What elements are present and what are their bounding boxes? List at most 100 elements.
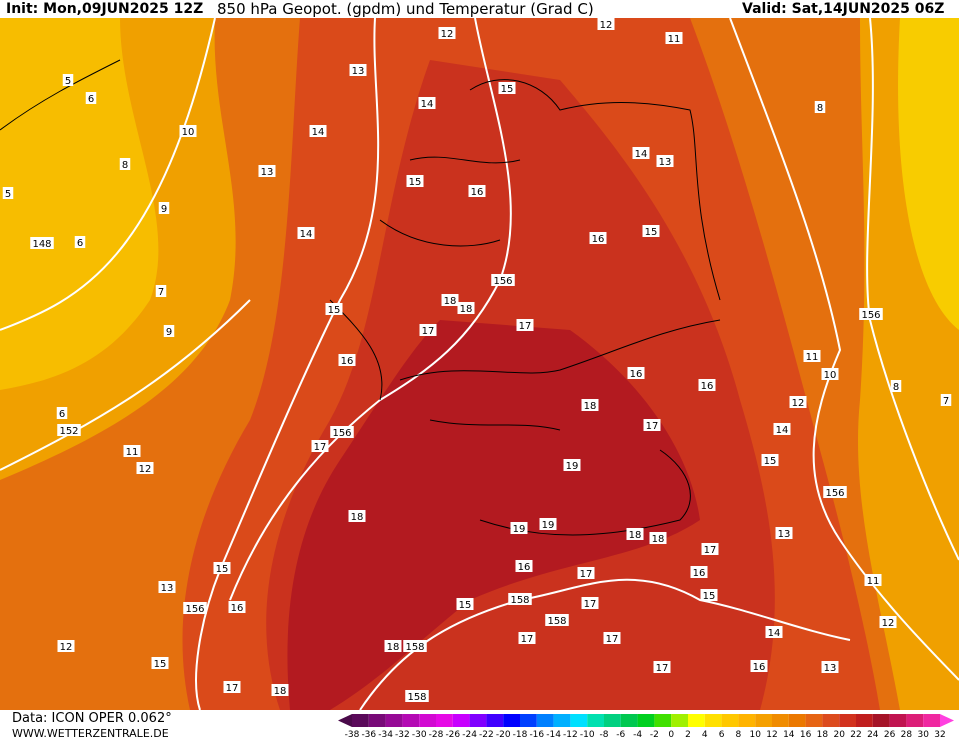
label-box bbox=[814, 101, 826, 113]
color-box bbox=[352, 714, 369, 727]
contour-label: 15 bbox=[409, 177, 422, 188]
legend-tick: 12 bbox=[766, 730, 777, 740]
label-box bbox=[803, 350, 821, 362]
label-box bbox=[438, 27, 456, 39]
contour-label: 15 bbox=[328, 305, 341, 316]
legend-tick: 6 bbox=[719, 730, 725, 740]
legend-tick: 16 bbox=[800, 730, 812, 740]
label-box bbox=[563, 459, 581, 471]
label-box bbox=[468, 185, 486, 197]
label-box bbox=[297, 227, 315, 239]
contour-label: 158 bbox=[405, 642, 424, 653]
contour-label: 152 bbox=[59, 426, 78, 437]
contour-label: 16 bbox=[592, 234, 605, 245]
contour-label: 18 bbox=[351, 512, 364, 523]
contour-label: 6 bbox=[59, 409, 65, 420]
legend-tick: 30 bbox=[917, 730, 929, 740]
label-box bbox=[765, 626, 783, 638]
contour-label: 14 bbox=[635, 149, 648, 160]
contour-label: 17 bbox=[521, 634, 534, 645]
label-box bbox=[2, 187, 14, 199]
color-box bbox=[503, 714, 520, 727]
label-box bbox=[823, 486, 847, 498]
label-box bbox=[577, 567, 595, 579]
contour-label: 16 bbox=[630, 369, 643, 380]
contour-label: 17 bbox=[314, 442, 327, 453]
contour-label: 13 bbox=[778, 529, 791, 540]
contour-label: 18 bbox=[444, 296, 457, 307]
legend-tick: -28 bbox=[429, 730, 444, 740]
over-arrow bbox=[940, 714, 954, 727]
site: WWW.WETTERZENTRALE.DE bbox=[12, 727, 169, 740]
contour-label: 17 bbox=[646, 421, 659, 432]
color-box bbox=[772, 714, 789, 727]
label-box bbox=[348, 510, 366, 522]
contour-label: 11 bbox=[668, 34, 681, 45]
label-box bbox=[539, 518, 557, 530]
label-box bbox=[508, 593, 532, 605]
label-box bbox=[213, 562, 231, 574]
legend-tick: -26 bbox=[445, 730, 460, 740]
contour-label: 16 bbox=[701, 381, 714, 392]
color-box bbox=[788, 714, 806, 727]
contour-label: 17 bbox=[656, 663, 669, 674]
contour-label: 9 bbox=[166, 327, 172, 338]
color-box bbox=[923, 714, 940, 727]
color-box bbox=[856, 714, 873, 727]
color-box bbox=[738, 714, 756, 727]
contour-label: 12 bbox=[600, 20, 613, 31]
contour-label: 156 bbox=[185, 604, 204, 615]
contour-label: 16 bbox=[341, 356, 354, 367]
label-box bbox=[349, 64, 367, 76]
label-box bbox=[418, 97, 436, 109]
legend-tick: 18 bbox=[817, 730, 829, 740]
label-box bbox=[627, 367, 645, 379]
label-box bbox=[626, 528, 644, 540]
label-box bbox=[890, 380, 902, 392]
contour-label: 8 bbox=[122, 160, 128, 171]
label-box bbox=[597, 18, 615, 30]
color-box bbox=[486, 714, 504, 727]
contour-label: 12 bbox=[792, 398, 805, 409]
color-box bbox=[452, 714, 470, 727]
data-source: Data: ICON OPER 0.062° bbox=[12, 711, 172, 726]
contour-label: 12 bbox=[882, 618, 895, 629]
contour-label: 158 bbox=[547, 616, 566, 627]
under-arrow bbox=[338, 714, 352, 727]
label-box bbox=[271, 684, 289, 696]
label-box bbox=[179, 125, 197, 137]
color-box bbox=[536, 714, 554, 727]
label-box bbox=[761, 454, 779, 466]
legend-tick: 4 bbox=[702, 730, 708, 740]
color-box bbox=[805, 714, 823, 727]
legend-tick: 22 bbox=[850, 730, 861, 740]
contour-label: 19 bbox=[542, 520, 555, 531]
legend-tick: -4 bbox=[633, 730, 642, 740]
label-box bbox=[491, 274, 515, 286]
label-box bbox=[940, 394, 952, 406]
legend-tick: -32 bbox=[395, 730, 410, 740]
contour-label: 18 bbox=[584, 401, 597, 412]
color-box bbox=[604, 714, 621, 727]
contour-label: 158 bbox=[510, 595, 529, 606]
label-box bbox=[665, 32, 683, 44]
label-box bbox=[698, 379, 716, 391]
label-box bbox=[258, 165, 276, 177]
label-box bbox=[789, 396, 807, 408]
contour-label: 148 bbox=[32, 239, 51, 250]
contour-label: 19 bbox=[566, 461, 579, 472]
contour-label: 6 bbox=[77, 238, 83, 249]
contour-label: 13 bbox=[352, 66, 365, 77]
label-box bbox=[653, 661, 671, 673]
label-box bbox=[123, 445, 141, 457]
label-box bbox=[338, 354, 356, 366]
label-box bbox=[74, 236, 86, 248]
label-box bbox=[183, 602, 207, 614]
contour-label: 6 bbox=[88, 94, 94, 105]
color-box bbox=[620, 714, 638, 727]
label-box bbox=[581, 597, 599, 609]
label-box bbox=[864, 574, 882, 586]
legend-tick: 32 bbox=[934, 730, 945, 740]
label-box bbox=[419, 324, 437, 336]
contour-label: 17 bbox=[580, 569, 593, 580]
